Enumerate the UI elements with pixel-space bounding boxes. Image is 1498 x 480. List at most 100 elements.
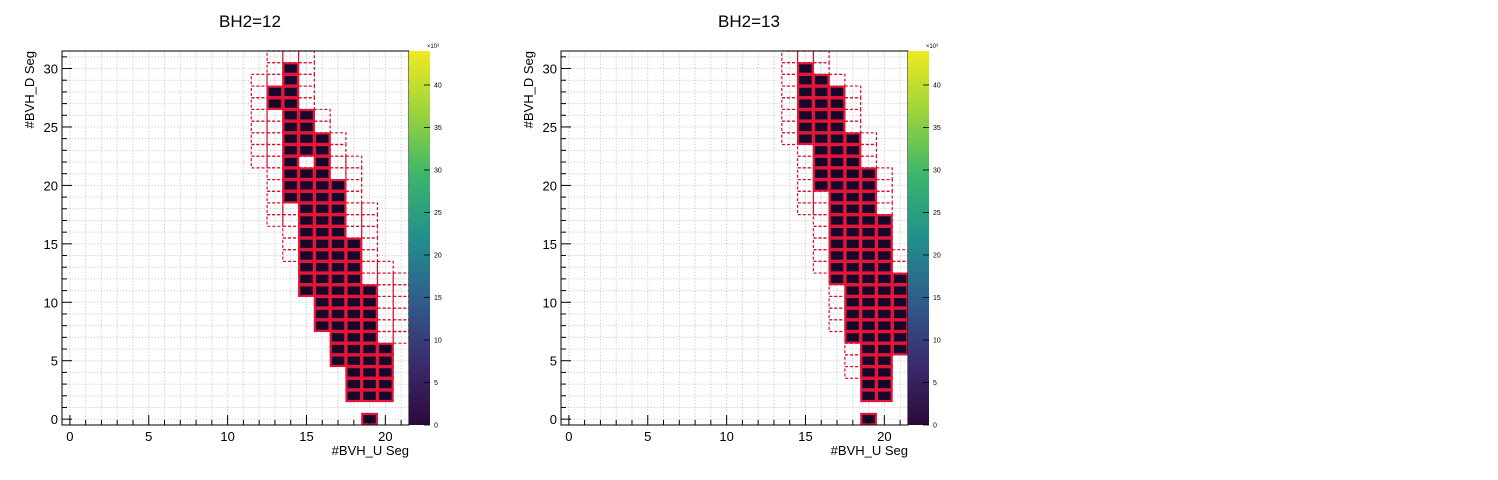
- color-palette: [908, 51, 929, 425]
- heat-cell: [844, 284, 862, 297]
- heat-cell: [844, 132, 862, 146]
- heat-cell: [345, 284, 363, 297]
- heat-cell: [875, 331, 893, 344]
- heat-cell: [891, 307, 909, 321]
- heat-cell: [313, 307, 331, 321]
- heat-cell: [828, 249, 846, 262]
- heat-cell: [875, 249, 893, 262]
- y-tick-label: 10: [44, 295, 58, 310]
- heat-cell: [875, 377, 893, 391]
- heat-cell: [875, 214, 893, 227]
- heat-cell: [329, 284, 347, 297]
- heat-cell: [828, 144, 846, 157]
- heat-cell: [282, 190, 300, 204]
- heat-cell: [313, 237, 331, 251]
- palette-tick-label: 25: [933, 210, 941, 217]
- heat-cell: [361, 319, 378, 333]
- palette-tick-label: 20: [933, 253, 941, 260]
- heat-cell: [313, 249, 331, 262]
- heat-cell: [345, 342, 363, 356]
- heat-cell: [860, 295, 877, 309]
- heat-cell: [860, 249, 877, 262]
- heat-cell: [329, 179, 347, 192]
- palette-multiplier-label: ×10³: [427, 44, 439, 50]
- heat-cell: [329, 354, 347, 368]
- heat-cell: [828, 260, 846, 274]
- heat-cell: [875, 260, 893, 274]
- outline-cell: [250, 73, 268, 87]
- heat-cell: [844, 179, 862, 192]
- heat-cell: [298, 202, 315, 216]
- heat-cell: [875, 237, 893, 251]
- heat-cell: [361, 342, 378, 356]
- heat-cell: [844, 249, 862, 262]
- filled-cells: [797, 62, 909, 426]
- heat-cell: [812, 108, 830, 122]
- palette-tick-label: 40: [933, 83, 941, 90]
- palette-tick-label: 20: [434, 253, 442, 260]
- x-axis-label: #BVH_U Seg: [332, 443, 409, 458]
- color-palette: [409, 51, 430, 425]
- palette-axis: [424, 84, 430, 426]
- heat-cell: [860, 202, 877, 216]
- outline-cell: [860, 132, 878, 146]
- heat-cell: [828, 108, 846, 122]
- y-tick-label: 0: [550, 412, 557, 427]
- heat-cell: [345, 319, 363, 333]
- heat-cell: [812, 73, 830, 87]
- outline-cell: [313, 108, 331, 122]
- heat-cell: [329, 319, 347, 333]
- heat-cell: [828, 132, 846, 146]
- palette-tick-label: 15: [434, 295, 442, 302]
- heat-cell: [875, 354, 893, 368]
- heat-cell: [844, 331, 862, 344]
- heat-cell: [361, 307, 378, 321]
- x-tick-label: 0: [66, 429, 73, 444]
- heat-cell: [844, 319, 862, 333]
- y-tick-label: 0: [51, 412, 58, 427]
- outline-cell: [345, 155, 363, 169]
- heat-cell: [329, 190, 347, 204]
- heat-cell: [844, 237, 862, 251]
- heat-cell: [298, 167, 315, 181]
- heat-cell: [860, 377, 877, 391]
- heat-cell: [860, 319, 877, 333]
- heat-cell: [875, 225, 893, 239]
- x-tick-label: 5: [145, 429, 152, 444]
- heat-cell: [345, 354, 363, 368]
- heat-cell: [812, 144, 830, 157]
- heat-cell: [860, 214, 877, 227]
- palette-tick-label: 5: [933, 380, 937, 387]
- x-tick-label: 20: [378, 429, 392, 444]
- heat-cell: [361, 295, 378, 309]
- heat-cell: [329, 225, 347, 239]
- heat-cell: [313, 167, 331, 181]
- heat-cell: [282, 155, 300, 169]
- heat-cell: [828, 167, 846, 181]
- heat-cell: [345, 295, 363, 309]
- heat-cell: [361, 284, 378, 297]
- x-tick-label: 0: [565, 429, 572, 444]
- heat-cell: [282, 62, 300, 75]
- heat-cell: [298, 190, 315, 204]
- heat-cell: [345, 249, 363, 262]
- heat-cell: [844, 307, 862, 321]
- heat-cell: [313, 260, 331, 274]
- heat-cell: [812, 179, 830, 192]
- palette-tick-label: 5: [434, 380, 438, 387]
- x-tick-label: 10: [220, 429, 234, 444]
- heat-cell: [282, 167, 300, 181]
- heat-cell: [329, 295, 347, 309]
- x-axis-label: #BVH_U Seg: [831, 443, 908, 458]
- heat-cell: [812, 97, 830, 110]
- heat-cell: [345, 366, 363, 379]
- heat-cell: [891, 295, 909, 309]
- y-axis-label: #BVH_D Seg: [22, 51, 37, 128]
- heat-cell: [329, 202, 347, 216]
- heat-cell: [844, 167, 862, 181]
- heat-cell: [875, 389, 893, 403]
- heat-cell: [828, 120, 846, 134]
- heat-cell: [282, 179, 300, 192]
- palette-axis: [923, 84, 929, 426]
